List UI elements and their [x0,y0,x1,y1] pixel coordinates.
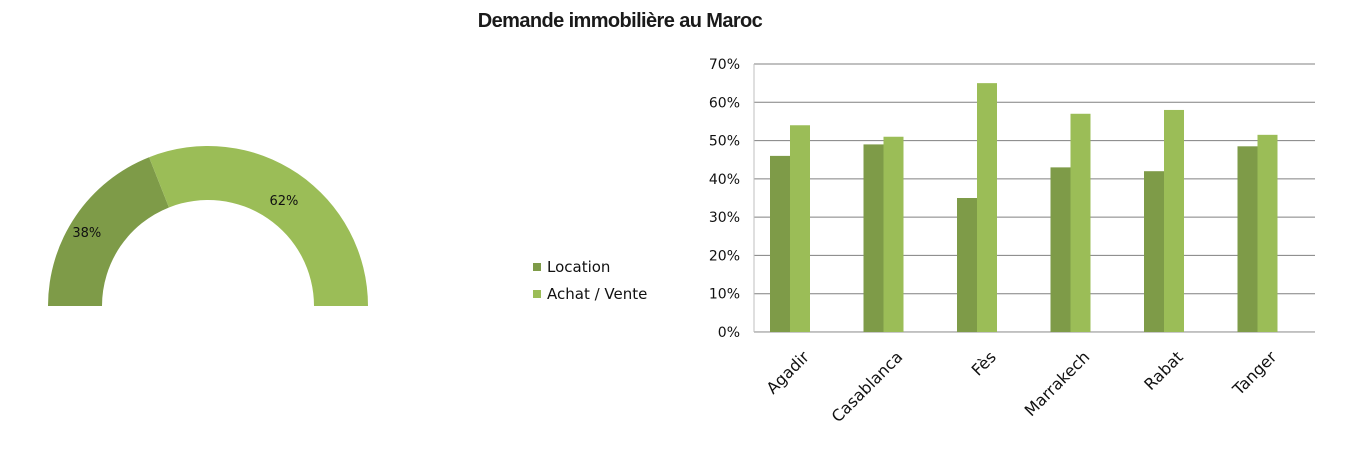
bar-achat-agadir [790,125,810,332]
x-category-label: Fès [968,347,1000,379]
chart-title: Demande immobilière au Maroc [477,10,763,32]
y-tick-label: 10% [709,287,740,303]
x-category-label: Agadir [763,347,814,398]
bar-location-fès [957,198,977,332]
x-category-label: Tanger [1228,347,1280,399]
bar-location-agadir [770,155,790,332]
bar-achat-casablanca [883,136,904,332]
bar-location-marrakech [1050,167,1071,332]
bar-achat-marrakech [1070,113,1091,333]
legend-item-achat: Achat / Vente [533,285,647,303]
y-tick-label: 20% [709,248,740,264]
y-tick-label: 0% [718,325,740,341]
legend-swatch-location [533,263,541,271]
donut-slice-location [48,157,169,306]
legend-label-location: Location [547,258,611,276]
y-tick-label: 40% [709,172,740,188]
bar-location-tanger [1237,146,1258,332]
y-tick-label: 50% [709,134,740,150]
legend-item-location: Location [533,258,610,276]
x-category-label: Casablanca [828,347,907,426]
bar-location-rabat [1144,171,1164,332]
donut-label-location: 38% [72,226,101,241]
y-tick-label: 30% [709,210,740,226]
legend-swatch-achat [533,290,541,298]
y-tick-label: 60% [709,95,740,111]
bar-achat-tanger [1257,134,1278,332]
x-category-label: Marrakech [1021,347,1094,420]
bar-achat-rabat [1164,109,1184,332]
y-tick-label: 70% [709,57,740,73]
bar-achat-fès [977,83,997,333]
legend-label-achat: Achat / Vente [547,285,648,303]
bar-location-casablanca [863,144,884,332]
x-category-label: Rabat [1140,347,1187,394]
donut-slice-achat [149,146,368,306]
half-donut-chart: 38% 62% [48,146,368,306]
donut-label-achat: 62% [269,194,298,209]
